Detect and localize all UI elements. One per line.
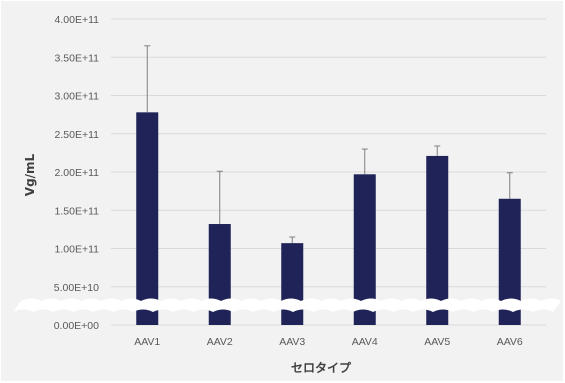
x-tick-label: AAV1 [134, 336, 160, 348]
y-tick-label: 2.50E+11 [55, 129, 100, 141]
bar-aav1 [136, 112, 159, 325]
y-tick-label: 2.00E+11 [55, 167, 100, 179]
x-tick-label: AAV4 [352, 336, 378, 348]
bar-aav6 [498, 198, 521, 325]
y-tick-label: 4.00E+11 [55, 14, 100, 26]
x-axis-title: セロタイプ [291, 360, 352, 375]
y-tick-label: 1.50E+11 [55, 205, 100, 217]
y-tick-label: 3.50E+11 [55, 52, 100, 64]
x-tick-label: AAV6 [497, 336, 523, 348]
x-tick-labels: AAV1 AAV2 AAV3 AAV4 AAV5 AAV6 [134, 336, 523, 348]
x-tick-label: AAV2 [207, 336, 233, 348]
x-tick-label: AAV5 [424, 336, 450, 348]
y-tick-label: 3.00E+11 [55, 91, 100, 103]
y-tick-label: 5.00E+10 [54, 282, 99, 294]
bars [136, 112, 521, 325]
y-tick-label: 0.00E+00 [54, 320, 99, 332]
bar-aav3 [281, 243, 304, 325]
axis-break-band [13, 298, 561, 312]
y-tick-label: 1.00E+11 [55, 244, 100, 256]
y-axis-title: Vg/mL [23, 153, 37, 196]
x-tick-label: AAV3 [279, 336, 305, 348]
y-tick-labels: 0.00E+00 5.00E+10 1.00E+11 1.50E+11 2.00E+11… [54, 14, 99, 332]
axis-break [13, 298, 561, 312]
error-bars [144, 45, 513, 244]
bar-aav5 [426, 155, 449, 325]
bar-aav4 [353, 174, 376, 325]
grid-lines [111, 18, 546, 326]
